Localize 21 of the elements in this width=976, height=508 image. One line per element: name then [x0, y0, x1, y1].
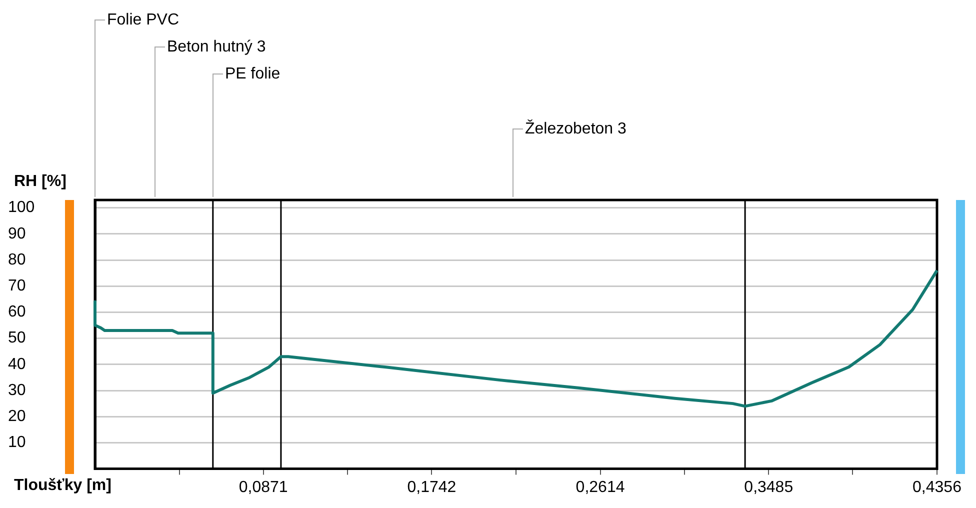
x-tick-label: 0,1742	[407, 478, 456, 496]
x-tick-label: 0,3485	[744, 478, 794, 496]
y-tick-label: 20	[8, 408, 26, 426]
x-tick-label: 0,4356	[912, 478, 962, 496]
text: Železobeton 3	[525, 119, 627, 138]
text: Beton hutný 3	[167, 38, 266, 56]
y-tick-label: 90	[8, 225, 26, 242]
y-tick-label: 70	[8, 278, 26, 295]
y-tick-label: 40	[8, 356, 26, 373]
text: PE folie	[225, 65, 280, 82]
y-tick-label: 60	[8, 304, 26, 321]
y-tick-label: 80	[8, 251, 26, 268]
x-axis-title: Tloušťky [m]	[14, 477, 112, 494]
x-tick-label: 0,0871	[238, 478, 288, 496]
y-tick-label: 10	[8, 434, 26, 452]
x-tick-label: 0,2614	[576, 478, 625, 496]
y-tick-label: 100	[8, 199, 35, 216]
y-tick-label: 30	[8, 382, 26, 399]
y-tick-label: 50	[8, 330, 26, 347]
text: Folie PVC	[107, 11, 180, 28]
y-axis-title: RH [%]	[14, 173, 66, 190]
